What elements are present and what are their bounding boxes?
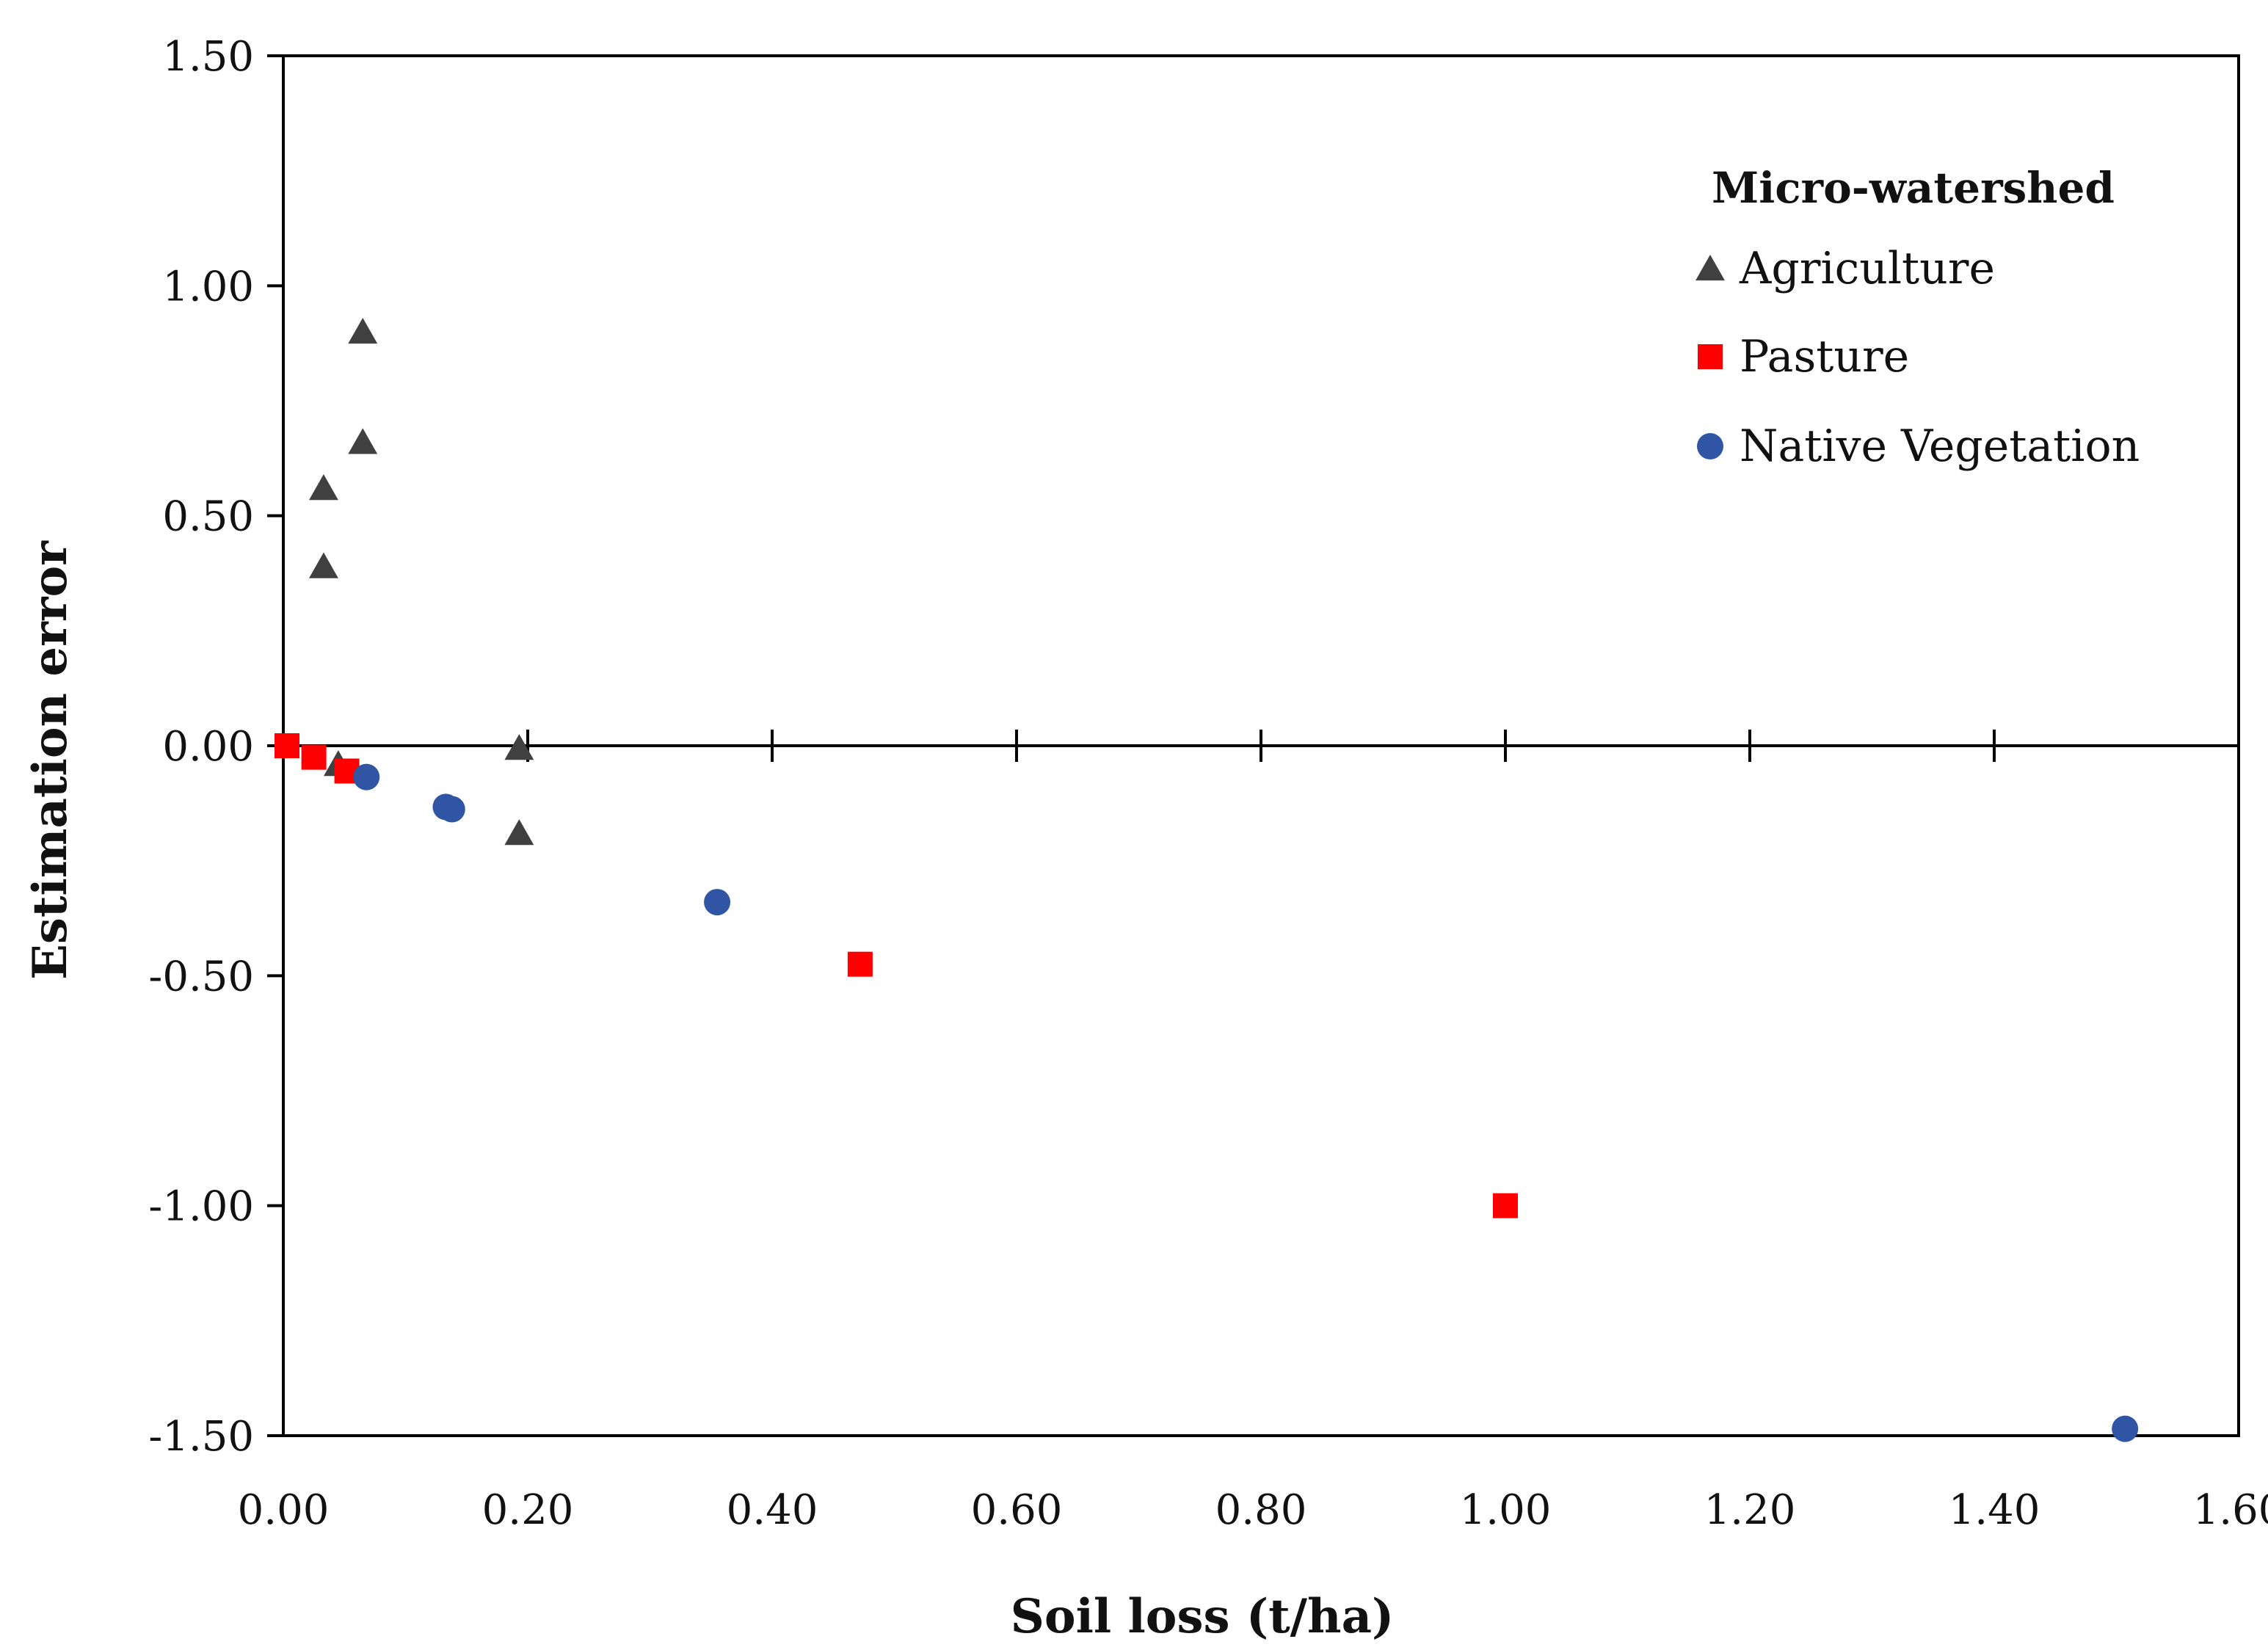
pasture-point bbox=[274, 733, 299, 758]
legend-label-pasture: Pasture bbox=[1740, 331, 1909, 382]
native-vegetation-point bbox=[353, 763, 380, 791]
legend-marker-pasture bbox=[1698, 344, 1723, 369]
pasture-point bbox=[1493, 1193, 1518, 1218]
x-tick-label: 0.80 bbox=[1215, 1486, 1307, 1534]
legend-label-agriculture: Agriculture bbox=[1739, 243, 1995, 294]
x-tick-label: 0.20 bbox=[482, 1486, 574, 1534]
x-tick-label: 1.40 bbox=[1949, 1486, 2040, 1534]
y-axis-title: Estimation error bbox=[23, 540, 78, 980]
x-tick-label: 1.20 bbox=[1704, 1486, 1796, 1534]
agriculture-point bbox=[308, 552, 338, 578]
x-axis: 0.00 0.20 0.40 0.60 0.80 1.00 1.20 1.40 1.60 bbox=[238, 730, 2268, 1534]
y-tick-label: -0.50 bbox=[148, 953, 254, 1000]
y-tick-label: 0.00 bbox=[162, 723, 254, 771]
legend: Micro-watershed Agriculture Pasture Native… bbox=[1695, 163, 2140, 472]
x-tick-label: 1.60 bbox=[2193, 1486, 2268, 1534]
x-tick-label: 1.00 bbox=[1460, 1486, 1552, 1534]
y-tick-label: -1.00 bbox=[148, 1183, 254, 1231]
pasture-point bbox=[847, 951, 873, 977]
y-tick-label: -1.50 bbox=[148, 1413, 254, 1461]
agriculture-point bbox=[504, 819, 534, 846]
data-points bbox=[274, 318, 2139, 1442]
native-vegetation-point bbox=[438, 796, 465, 823]
legend-title: Micro-watershed bbox=[1712, 163, 2115, 213]
native-vegetation-point bbox=[704, 889, 731, 916]
legend-marker-agriculture bbox=[1695, 255, 1725, 281]
agriculture-point bbox=[348, 428, 378, 454]
x-tick-label: 0.40 bbox=[727, 1486, 818, 1534]
y-axis: 1.50 1.00 0.50 0.00 -0.50 -1.00 -1.50 bbox=[148, 33, 283, 1461]
y-tick-label: 1.50 bbox=[162, 33, 254, 81]
agriculture-point bbox=[504, 734, 534, 760]
native-vegetation-point bbox=[2112, 1415, 2139, 1442]
legend-marker-native-vegetation bbox=[1697, 433, 1723, 459]
x-tick-label: 0.00 bbox=[238, 1486, 330, 1534]
legend-label-native-vegetation: Native Vegetation bbox=[1740, 421, 2140, 472]
x-tick-label: 0.60 bbox=[971, 1486, 1063, 1534]
pasture-point bbox=[301, 744, 327, 770]
y-tick-label: 0.50 bbox=[162, 493, 254, 541]
x-axis-title: Soil loss (t/ha) bbox=[1011, 1589, 1395, 1644]
agriculture-point bbox=[348, 318, 378, 344]
agriculture-point bbox=[308, 474, 338, 501]
y-tick-label: 1.00 bbox=[162, 263, 254, 310]
